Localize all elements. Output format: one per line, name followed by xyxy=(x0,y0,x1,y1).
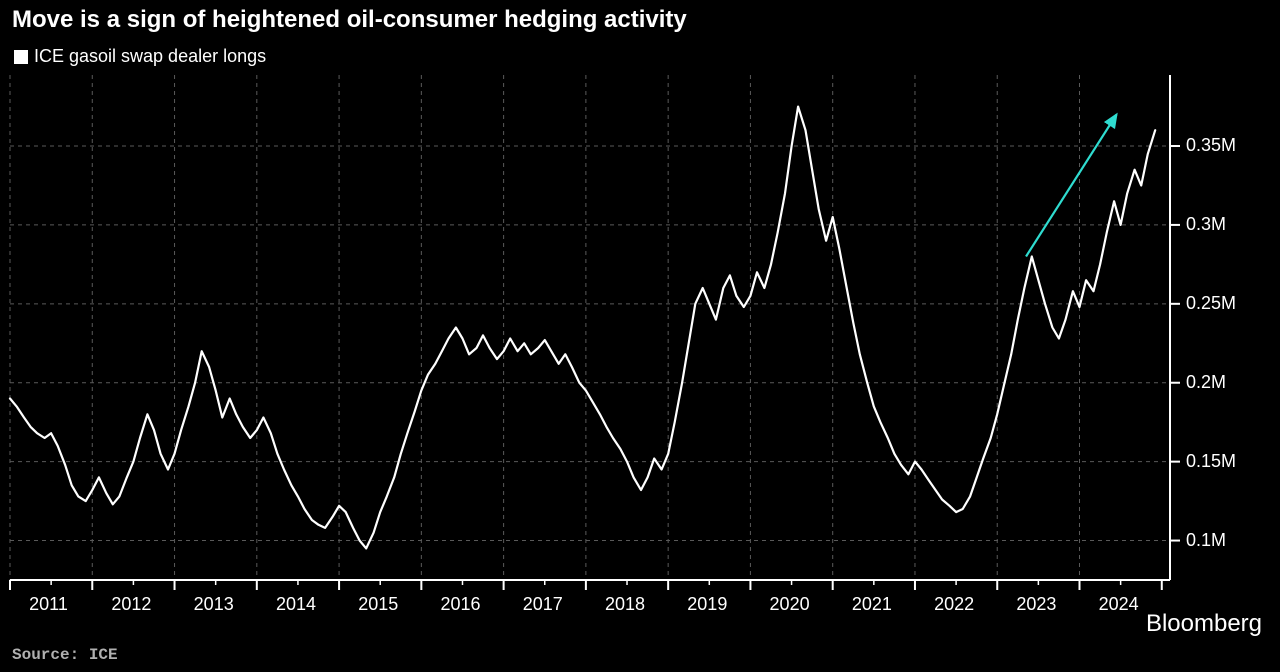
x-tick-label: 2024 xyxy=(1099,594,1139,615)
plot-area xyxy=(0,0,1280,672)
x-tick-label: 2023 xyxy=(1016,594,1056,615)
y-tick-label: 0.15M xyxy=(1186,451,1236,472)
x-tick-label: 2015 xyxy=(358,594,398,615)
x-tick-label: 2017 xyxy=(523,594,563,615)
x-tick-label: 2016 xyxy=(440,594,480,615)
brand-label: Bloomberg xyxy=(1146,610,1262,638)
y-tick-label: 0.35M xyxy=(1186,135,1236,156)
x-tick-label: 2012 xyxy=(111,594,151,615)
y-tick-label: 0.1M xyxy=(1186,530,1226,551)
x-tick-label: 2014 xyxy=(276,594,316,615)
y-tick-label: 0.25M xyxy=(1186,293,1236,314)
bloomberg-chart: Move is a sign of heightened oil-consume… xyxy=(0,0,1280,672)
x-tick-label: 2022 xyxy=(934,594,974,615)
x-tick-label: 2013 xyxy=(194,594,234,615)
y-tick-label: 0.3M xyxy=(1186,214,1226,235)
x-tick-label: 2021 xyxy=(852,594,892,615)
x-tick-label: 2011 xyxy=(29,594,68,615)
x-tick-label: 2018 xyxy=(605,594,645,615)
source-label: Source: ICE xyxy=(12,646,118,664)
y-tick-label: 0.2M xyxy=(1186,372,1226,393)
x-tick-label: 2019 xyxy=(687,594,727,615)
x-tick-label: 2020 xyxy=(770,594,810,615)
